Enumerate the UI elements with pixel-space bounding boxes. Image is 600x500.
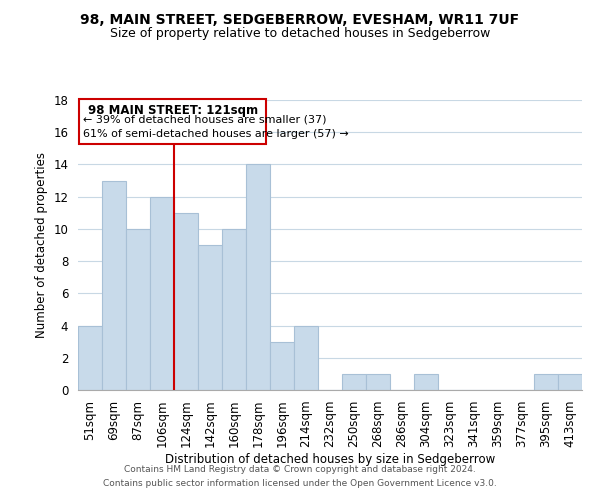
Bar [78, 326, 102, 390]
Bar [222, 229, 246, 390]
Text: Contains HM Land Registry data © Crown copyright and database right 2024.
Contai: Contains HM Land Registry data © Crown c… [103, 466, 497, 487]
Bar [174, 213, 198, 390]
Text: Size of property relative to detached houses in Sedgeberrow: Size of property relative to detached ho… [110, 28, 490, 40]
Bar [558, 374, 582, 390]
Bar [270, 342, 294, 390]
Y-axis label: Number of detached properties: Number of detached properties [35, 152, 48, 338]
Bar [414, 374, 438, 390]
Bar [198, 245, 222, 390]
Text: 98 MAIN STREET: 121sqm: 98 MAIN STREET: 121sqm [88, 104, 258, 117]
Bar [126, 229, 150, 390]
Text: ← 39% of detached houses are smaller (37): ← 39% of detached houses are smaller (37… [83, 114, 326, 124]
Bar [294, 326, 318, 390]
Bar [150, 196, 174, 390]
Bar [246, 164, 270, 390]
Bar [102, 180, 126, 390]
Bar [342, 374, 366, 390]
X-axis label: Distribution of detached houses by size in Sedgeberrow: Distribution of detached houses by size … [165, 453, 495, 466]
Text: 61% of semi-detached houses are larger (57) →: 61% of semi-detached houses are larger (… [83, 130, 349, 140]
Text: 98, MAIN STREET, SEDGEBERROW, EVESHAM, WR11 7UF: 98, MAIN STREET, SEDGEBERROW, EVESHAM, W… [80, 12, 520, 26]
FancyBboxPatch shape [79, 99, 266, 144]
Bar [366, 374, 390, 390]
Bar [534, 374, 558, 390]
